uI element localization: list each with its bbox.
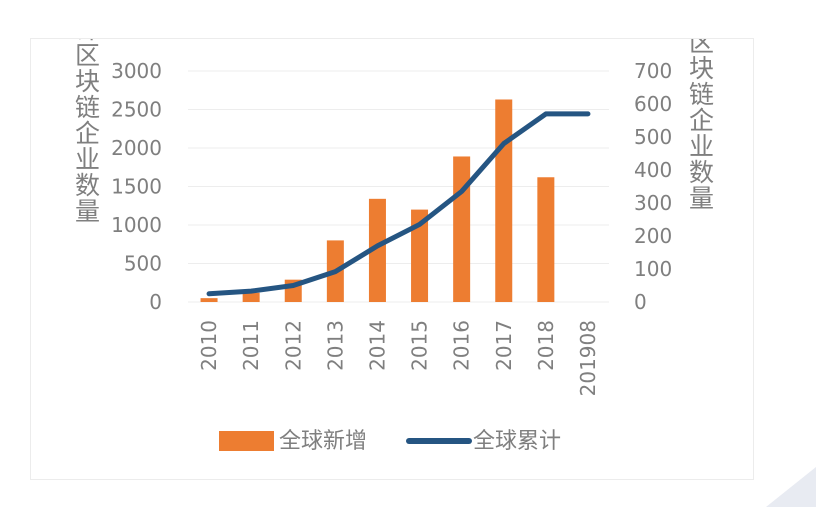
decorative-corner <box>766 467 816 507</box>
left-axis-ticks: 0 500 1000 1500 2000 2500 3000 <box>111 59 162 314</box>
x-tick-label: 2010 <box>197 320 221 371</box>
left-tick-label: 3000 <box>111 59 162 83</box>
right-tick-label: 500 <box>634 125 672 149</box>
x-axis-ticks: 2010 2011 2012 2013 2014 2015 2016 2017 2018 2019… <box>197 320 600 396</box>
bar-2010 <box>200 298 218 302</box>
left-tick-label: 1000 <box>111 213 162 237</box>
left-axis-title: 全球累计区块链企业数量 <box>72 39 101 224</box>
chart-card: 0 500 1000 1500 2000 2500 3000 0 100 200 300 400 50… <box>30 0 754 480</box>
line-point-2013 <box>334 271 336 273</box>
bar-2016 <box>453 156 471 302</box>
left-tick-label: 1500 <box>111 175 162 199</box>
right-axis-title: 年新增区块链企业数量 <box>686 39 715 211</box>
x-tick-label: 2018 <box>534 320 558 371</box>
right-tick-label: 300 <box>634 191 672 215</box>
left-tick-label: 2000 <box>111 136 162 160</box>
line-series <box>206 111 591 297</box>
right-tick-label: 700 <box>634 59 672 83</box>
bar-series <box>200 99 555 302</box>
x-tick-label: 2011 <box>239 320 263 371</box>
line-point-2015 <box>419 223 421 225</box>
x-tick-label: 2017 <box>492 320 516 371</box>
legend: 全球新增 全球累计 <box>219 429 561 454</box>
gridlines <box>188 70 609 303</box>
bar-2015 <box>411 209 429 302</box>
line-point-201908 <box>587 113 589 115</box>
right-tick-label: 100 <box>634 257 672 281</box>
line-point-2010 <box>208 293 210 295</box>
right-tick-label: 400 <box>634 158 672 182</box>
bar-2011 <box>242 292 260 302</box>
line-point-2012 <box>292 285 294 286</box>
bar-2014 <box>368 198 386 302</box>
chart-area: 0 500 1000 1500 2000 2500 3000 0 100 200 300 400 50… <box>72 0 715 454</box>
right-axis-ticks: 0 100 200 300 400 500 600 700 <box>634 59 672 314</box>
line-point-2017 <box>503 143 505 145</box>
x-tick-label: 2012 <box>281 320 305 371</box>
legend-swatch-bar <box>219 431 274 451</box>
line-point-2016 <box>461 190 463 192</box>
right-tick-label: 0 <box>634 290 647 314</box>
left-tick-label: 2500 <box>111 98 162 122</box>
bar-2018 <box>537 177 555 302</box>
line-cumulative <box>206 111 591 297</box>
x-tick-label: 2013 <box>323 320 347 371</box>
line-point-2018 <box>545 113 547 115</box>
legend-label-line: 全球累计 <box>473 429 561 454</box>
left-tick-label: 500 <box>124 252 162 276</box>
bar-2017 <box>495 99 513 302</box>
x-tick-label: 2014 <box>365 320 389 371</box>
right-tick-label: 600 <box>634 92 672 116</box>
x-tick-label: 201908 <box>576 320 600 396</box>
right-tick-label: 200 <box>634 224 672 248</box>
x-tick-label: 2015 <box>408 320 432 371</box>
x-tick-label: 2016 <box>450 320 474 371</box>
line-point-2014 <box>376 245 378 247</box>
left-tick-label: 0 <box>149 290 162 314</box>
legend-label-bar: 全球新增 <box>279 429 367 454</box>
line-point-2011 <box>250 290 252 292</box>
